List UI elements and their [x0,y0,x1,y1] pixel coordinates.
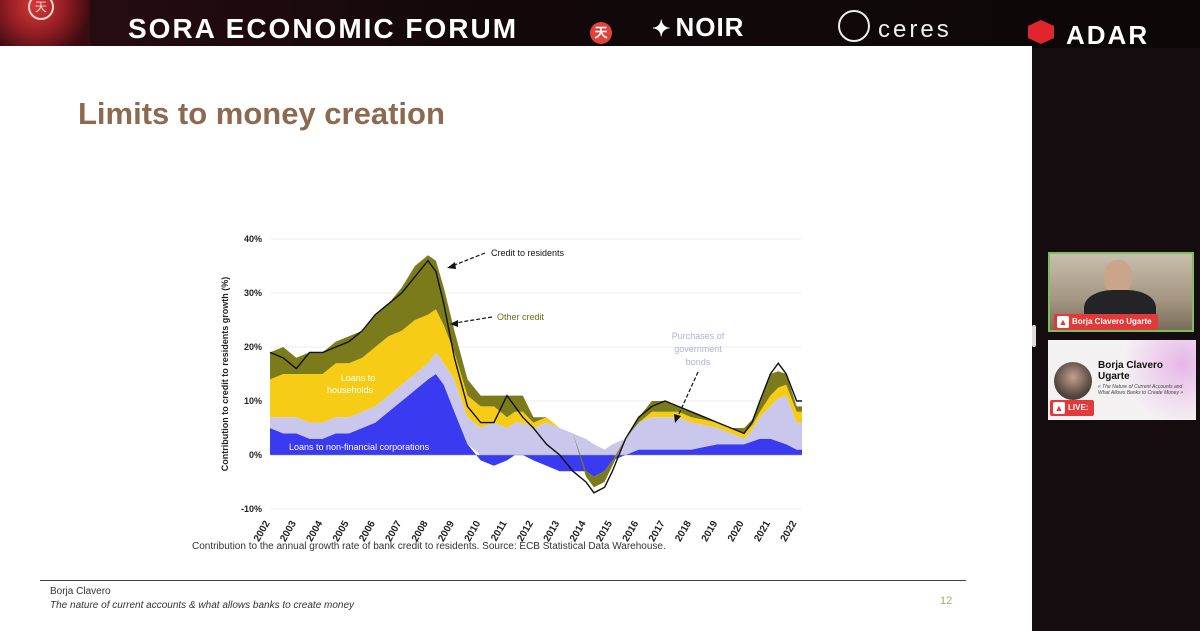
annotation-other-credit: Other credit [497,312,545,322]
y-tick-label: 40% [244,234,262,244]
presentation-slide: Limits to money creation 40% 30% 20% 10% 0% -… [0,46,1032,631]
area-other-credit [270,255,802,488]
arrowhead [447,262,456,269]
y-axis-label: Contribution to credit to residents grow… [220,277,230,472]
line-credit-to-residents [269,259,802,494]
speaker-head [1104,260,1132,294]
event-banner: 天 SORA ECONOMIC FORUM 天 ✦ NOIR ceres ADAR [0,0,1200,50]
y-tick-label: 0% [249,450,262,460]
annotation-credit-to-residents: Credit to residents [491,248,565,258]
card-talk-title: « The Nature of Current Accounts and Wha… [1098,384,1184,396]
annotation-purchases-line1: Purchases of [672,331,725,341]
speaker-avatar [1054,362,1092,400]
x-tick-label: 2009 [436,519,457,544]
slide-scrollbar[interactable] [1032,325,1036,347]
annotation-purchases-line2: government [674,344,722,354]
annotation-arrow [677,371,699,417]
credit-growth-chart: 40% 30% 20% 10% 0% -10% 2002 2003 2004 2005 2006 20… [220,234,802,544]
x-tick-label: 2012 [515,519,536,544]
live-badge: ▲ LIVE: [1050,400,1095,416]
sora-logo-icon: 天 [590,22,612,44]
live-talk-card[interactable]: Borja Clavero Ugarte « The Nature of Cur… [1048,340,1196,420]
y-tick-label: 10% [244,396,262,406]
logo-icon: ▲ [1057,316,1069,328]
x-tick-label: 2022 [779,519,800,544]
arrowhead [450,320,458,327]
x-tick-label: 2010 [463,519,484,544]
x-tick-label: 2005 [331,519,352,544]
logo-icon: ▲ [1053,402,1065,414]
area-purchases-of-government-bonds [270,352,802,455]
footer-author: Borja Clavero [50,586,111,597]
chart-caption: Contribution to the annual growth rate o… [192,541,666,552]
annotation-households-line1: Loans to [341,373,376,383]
x-tick-label: 2008 [410,519,431,544]
footer-divider [40,580,966,581]
x-tick-label: 2015 [594,519,615,544]
x-tick-label: 2017 [647,519,668,544]
card-decoration [1126,340,1196,420]
annotation-households-line2: households [327,385,374,395]
x-tick-label: 2007 [384,519,405,544]
sponsor-adar-logo: ADAR [1066,20,1150,50]
footer-subtitle: The nature of current accounts & what al… [50,600,355,611]
x-tick-label: 2004 [305,519,326,544]
arrowhead [674,414,681,423]
area-loans-to-households [270,309,802,450]
card-speaker-name: Borja Clavero Ugarte [1098,360,1164,382]
x-tick-label: 2018 [673,519,694,544]
annotation-arrow [451,252,486,267]
adar-cube-icon [1028,20,1054,44]
x-tick-label: 2002 [252,519,273,544]
sponsor-noir-logo: ✦ NOIR [652,12,745,42]
x-tick-label: 2011 [489,519,510,544]
annotation-arrow [454,316,493,324]
sora-emblem-icon: 天 [0,0,90,48]
x-tick-label: 2021 [752,519,773,544]
x-tick-label: 2003 [278,519,299,544]
y-tick-label: -10% [241,504,262,514]
annotation-purchases-line3: bonds [686,357,711,367]
speaker-name-badge: ▲ Borja Clavero Ugarte [1054,314,1158,330]
forum-title: SORA ECONOMIC FORUM [128,13,519,44]
sparkle-icon: ✦ [652,16,672,41]
area-loans-to-non-financial-corporations [270,374,802,477]
x-tick-label: 2016 [621,519,642,544]
sponsor-ceres-logo: ceres [878,16,952,43]
speaker-video-tile[interactable]: ▲ Borja Clavero Ugarte [1048,252,1194,332]
page-number: 12 [940,595,953,607]
annotation-nfc: Loans to non-financial corporations [289,442,430,452]
y-tick-label: 20% [244,342,262,352]
ceres-face-icon [838,10,870,42]
x-tick-label: 2006 [357,519,378,544]
x-tick-label: 2019 [700,519,721,544]
x-tick-label: 2020 [726,519,747,544]
x-tick-label: 2014 [568,519,589,544]
x-tick-label: 2013 [542,519,563,544]
y-tick-label: 30% [244,288,262,298]
slide-title: Limits to money creation [78,96,445,131]
